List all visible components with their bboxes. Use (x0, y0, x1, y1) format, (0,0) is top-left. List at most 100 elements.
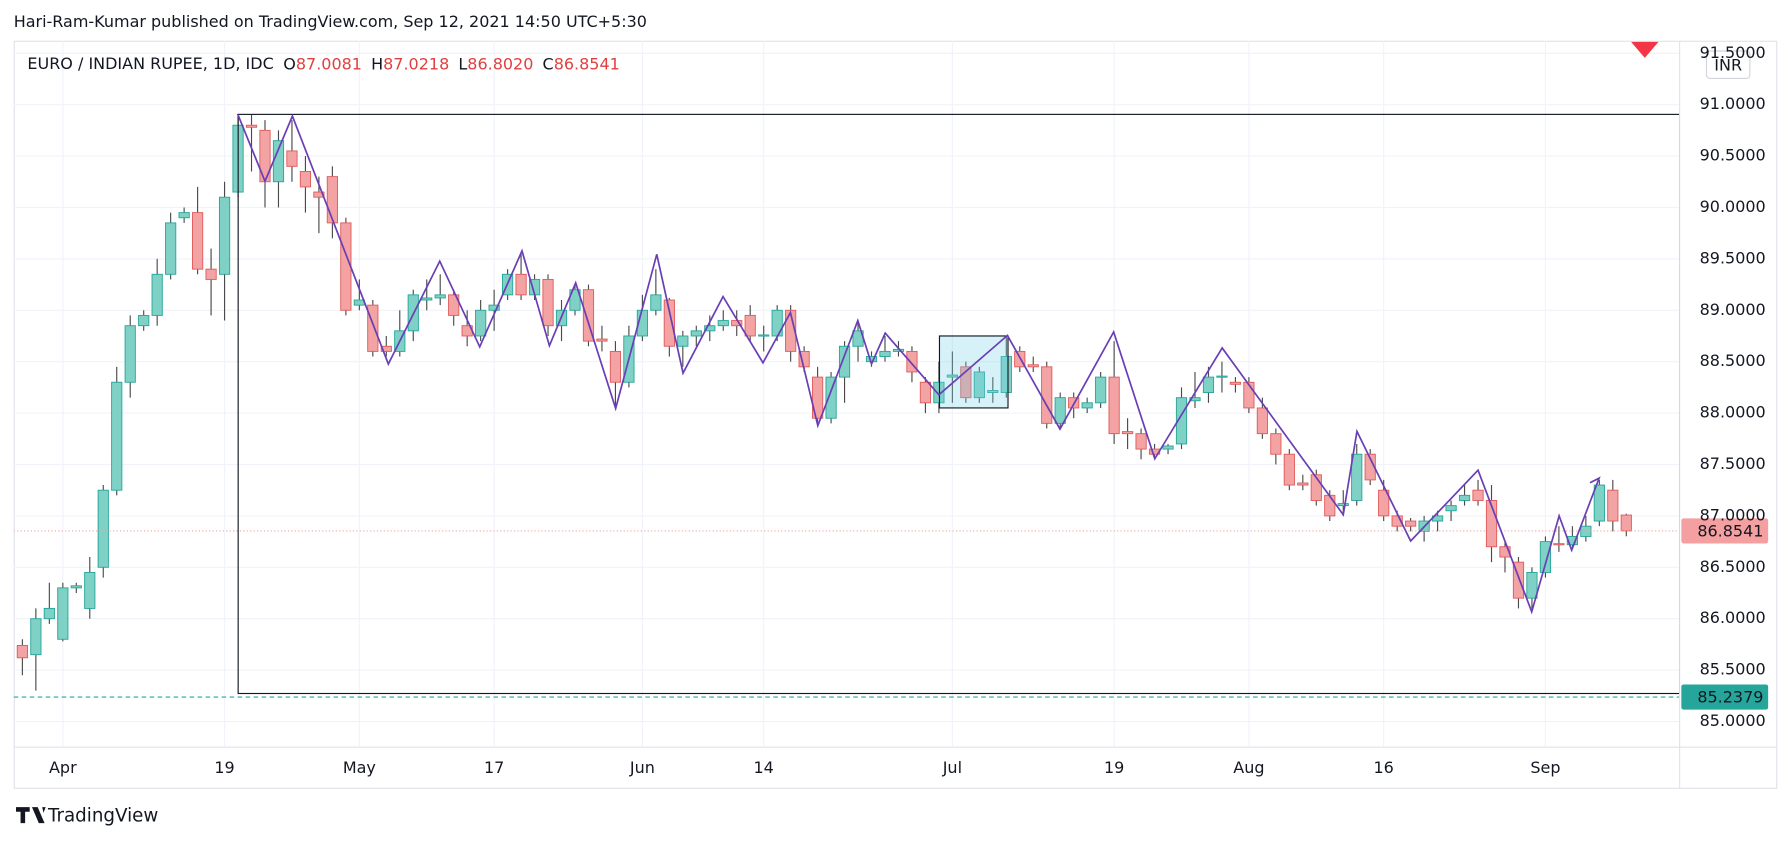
candle-body (178, 212, 190, 219)
candle-body (758, 334, 770, 337)
candle-body (1324, 494, 1336, 517)
x-tick-label: Jul (942, 758, 962, 777)
candle-body (1526, 571, 1538, 599)
candle-body (1270, 433, 1282, 455)
candle-body (165, 222, 177, 275)
candle-body (1593, 484, 1605, 522)
candle-body (367, 304, 379, 352)
x-tick-label: 14 (754, 758, 774, 777)
candle-body (825, 376, 837, 419)
candle-body (1580, 525, 1592, 537)
candle-body (677, 335, 689, 347)
candle-body (1202, 376, 1215, 393)
y-tick-label: 90.0000 (1700, 197, 1766, 216)
candle-body (245, 124, 258, 128)
brand: TradingView (47, 805, 158, 826)
candle-body (690, 330, 702, 337)
candle-body (1216, 375, 1228, 378)
candle-body (138, 314, 150, 327)
candle-body (838, 345, 851, 378)
candle-body (30, 618, 42, 656)
x-tick-label: Jun (629, 758, 655, 777)
y-tick-label: 91.5000 (1700, 43, 1766, 62)
candle-body (299, 171, 312, 188)
candle-body (1095, 376, 1107, 404)
candle-body (812, 376, 824, 419)
alert-marker (1631, 41, 1659, 58)
candle-body (192, 212, 204, 270)
x-tick-label: Apr (49, 758, 77, 777)
x-tick-label: Aug (1233, 758, 1264, 777)
candle-body (1162, 445, 1174, 450)
y-tick-label: 87.0000 (1700, 505, 1766, 524)
x-tick-label: Sep (1530, 758, 1560, 777)
candle-body (596, 338, 608, 342)
y-tick-label: 89.0000 (1700, 300, 1766, 319)
candle-body (542, 278, 554, 327)
candle-body (569, 289, 581, 311)
price-tag-label: 85.2379 (1697, 688, 1763, 707)
candle-body (421, 297, 433, 301)
candle-body (663, 299, 675, 347)
price-tag (1681, 684, 1769, 710)
candle-body (84, 571, 96, 609)
legend-key: H (371, 54, 383, 73)
candle-body (488, 304, 500, 311)
candle-body (1337, 503, 1349, 507)
candle-body (906, 350, 918, 373)
x-tick-label: May (343, 758, 376, 777)
candle-body (124, 325, 136, 383)
currency-badge (1705, 50, 1751, 79)
candle-body (1256, 407, 1268, 435)
candle-body (1351, 453, 1363, 501)
logo (15, 807, 46, 824)
candle-body (151, 273, 163, 316)
candle-body (1283, 453, 1295, 486)
y-tick-label: 85.0000 (1700, 711, 1766, 730)
candle-body (1041, 366, 1053, 424)
candle-body (650, 294, 662, 311)
candle-body (879, 350, 891, 358)
candle-body (448, 294, 460, 316)
candle-body (582, 289, 595, 342)
candle-body (892, 348, 905, 352)
candle-body (475, 309, 487, 337)
candle-body (1405, 520, 1417, 527)
overlay: 86.8541 85.2379 (1681, 518, 1769, 710)
legend-value: 86.8541 (554, 54, 620, 73)
candle-body (515, 273, 527, 296)
candle-body (1243, 381, 1255, 409)
legend-value: 87.0081 (296, 54, 362, 73)
candle-body (1189, 397, 1201, 402)
x-tick-label: 17 (484, 758, 504, 777)
logo-mark (15, 807, 46, 824)
legend-key: C (543, 54, 554, 73)
price-tag-label: 86.8541 (1697, 522, 1763, 541)
candle-body (1108, 376, 1120, 435)
grid (13, 40, 1680, 747)
candle-body (1229, 381, 1242, 385)
candle-body (1485, 500, 1498, 548)
highlight-box (938, 335, 1009, 409)
drawings (236, 113, 1680, 695)
y-tick-label: 88.5000 (1700, 351, 1766, 370)
candle-body (43, 607, 55, 620)
candle-body (744, 314, 756, 337)
candle-body (1054, 397, 1066, 424)
candle-body (1472, 489, 1484, 501)
range-rectangle (237, 113, 1680, 695)
y-tick-label: 86.0000 (1700, 608, 1766, 627)
y-tick-label: 87.5000 (1700, 454, 1766, 473)
x-tick-label: 19 (214, 758, 234, 777)
legend-value: 86.8020 (467, 54, 533, 73)
candle-body (111, 381, 123, 491)
candle-body (70, 585, 82, 589)
y-tick-label: 88.0000 (1700, 403, 1766, 422)
legend-value: 87.0218 (383, 54, 449, 73)
candles (13, 114, 1680, 698)
candle-body (960, 366, 972, 399)
candle-body (609, 350, 622, 383)
candle-body (286, 150, 298, 167)
candle-body (1378, 489, 1390, 517)
